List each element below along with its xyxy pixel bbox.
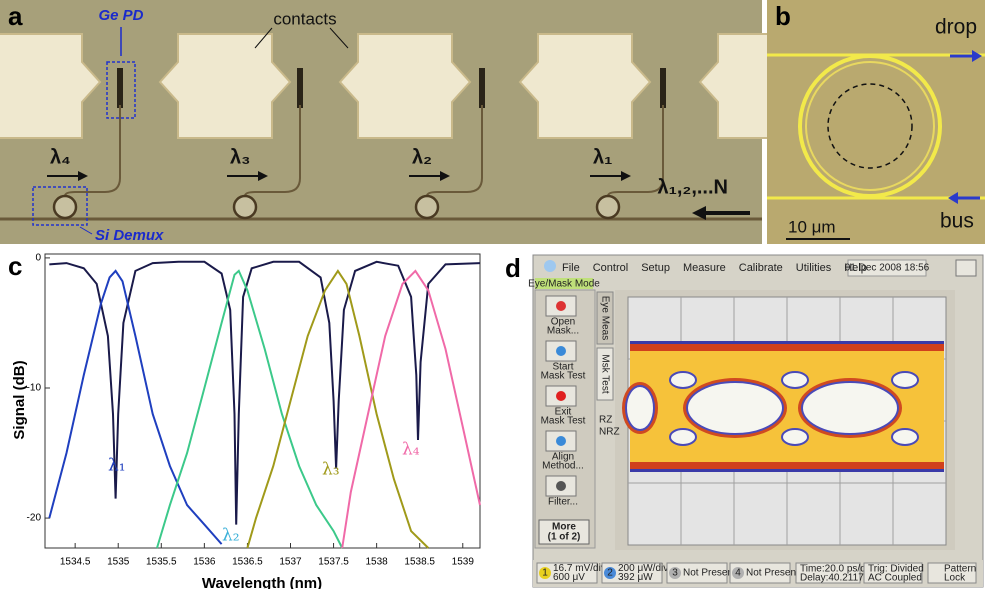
eye-sub-opening: [892, 372, 918, 388]
x-tick-label: 1537: [279, 557, 302, 568]
button-label[interactable]: Mask...: [547, 326, 579, 337]
x-tick-label: 1535: [107, 557, 130, 568]
channel-text: Not Present: [683, 568, 736, 579]
x-tick-label: 1539: [452, 557, 475, 568]
format-label[interactable]: NRZ: [599, 427, 620, 438]
status-text: Lock: [944, 573, 966, 584]
si-demux-label: Si Demux: [95, 227, 164, 244]
button-icon: [556, 346, 566, 356]
channel-number: 4: [735, 568, 741, 579]
figure: λ₄ λ₃ λ₂ λ₁ a Ge PD contacts λ₁,₂,...N Si D…: [0, 0, 985, 589]
y-axis-label: Signal (dB): [11, 360, 28, 439]
wavelength-label: λ₄: [50, 146, 71, 168]
logo: [544, 260, 556, 272]
ring-resonator: [234, 196, 256, 218]
panel-label: c: [8, 251, 22, 281]
button-icon: [556, 391, 566, 401]
curve-label: λ₂: [222, 526, 240, 546]
ring-resonator: [597, 196, 619, 218]
eye-sub-opening: [892, 429, 918, 445]
panel-label: d: [505, 253, 521, 283]
tab-label[interactable]: Msk Test: [599, 354, 610, 393]
panel-label: b: [775, 1, 791, 31]
eye-sub-opening: [670, 429, 696, 445]
minimize-button[interactable]: [956, 260, 976, 276]
contact-pad: [160, 34, 290, 138]
button-icon: [556, 436, 566, 446]
curve-label: λ₁: [108, 456, 126, 476]
y-tick-label: -20: [27, 513, 42, 524]
x-tick-label: 1534.5: [60, 557, 91, 568]
bus-label: bus: [940, 210, 974, 233]
eye-sub-opening: [782, 429, 808, 445]
x-tick-label: 1538.5: [404, 557, 435, 568]
channel-number: 3: [672, 568, 678, 579]
drop-label: drop: [935, 16, 977, 39]
y-tick-label: -10: [27, 383, 42, 394]
button-icon: [556, 301, 566, 311]
x-tick-label: 1537.5: [318, 557, 349, 568]
ge-detector: [117, 68, 123, 108]
eye-opening: [626, 386, 654, 430]
ge-detector: [660, 68, 666, 108]
menu-item[interactable]: Calibrate: [739, 262, 783, 274]
more-label[interactable]: (1 of 2): [548, 532, 581, 543]
ge-detector: [479, 68, 485, 108]
ge-pd-label: Ge PD: [98, 7, 143, 24]
x-tick-label: 1535.5: [146, 557, 177, 568]
scale-label: 10 μm: [788, 217, 836, 236]
menu-item[interactable]: File: [562, 262, 580, 274]
button-label[interactable]: Filter...: [548, 497, 578, 508]
menu-item[interactable]: Help: [844, 262, 867, 274]
format-label[interactable]: RZ: [599, 415, 612, 426]
channel-text: Not Present: [746, 568, 799, 579]
tab-label[interactable]: Eye Meas: [599, 296, 610, 340]
panel-a: λ₄ λ₃ λ₂ λ₁ a Ge PD contacts λ₁,₂,...N Si D…: [0, 0, 830, 244]
eye-edge: [630, 462, 944, 470]
panel-label: a: [8, 1, 23, 31]
channel-text: 392 μW: [618, 572, 653, 583]
button-icon: [556, 481, 566, 491]
curve-label: λ₃: [322, 460, 340, 480]
plot-area: [45, 254, 480, 548]
ring-resonator: [54, 196, 76, 218]
eye-edge: [630, 469, 944, 472]
eye-edge: [630, 343, 944, 351]
contact-pad: [520, 34, 650, 138]
mode: Eye/Mask Mode: [528, 279, 600, 290]
panel-b: b drop bus 10 μm: [767, 0, 985, 244]
menu-item[interactable]: Setup: [641, 262, 670, 274]
channel-number: 1: [542, 568, 548, 579]
x-tick-label: 1536.5: [232, 557, 263, 568]
ring-resonator: [416, 196, 438, 218]
y-tick-label: 0: [35, 253, 41, 264]
eye-opening: [802, 382, 898, 434]
button-label[interactable]: Mask Test: [541, 416, 586, 427]
contact-pad: [340, 34, 470, 138]
wavelength-label: λ₁: [593, 146, 612, 168]
x-axis-label: Wavelength (nm): [202, 575, 322, 589]
status-text: AC Coupled: [868, 573, 922, 584]
eye-sub-opening: [782, 372, 808, 388]
x-tick-label: 1536: [193, 557, 216, 568]
eye-edge: [630, 341, 944, 344]
eye-sub-opening: [670, 372, 696, 388]
menu-item[interactable]: Control: [593, 262, 628, 274]
wavelength-label: λ₃: [230, 146, 250, 168]
eye-opening: [687, 382, 783, 434]
wavelength-label: λ₂: [412, 146, 432, 168]
channel-number: 2: [607, 568, 613, 579]
panel-c: c Signal (dB) Wavelength (nm) 1534.5 1535…: [8, 251, 480, 589]
ge-detector: [297, 68, 303, 108]
menu-item[interactable]: Measure: [683, 262, 726, 274]
channel-text: 600 μV: [553, 572, 585, 583]
button-label[interactable]: Mask Test: [541, 371, 586, 382]
bus-label: λ₁,₂,...N: [657, 176, 728, 198]
curve-label: λ₄: [402, 440, 420, 460]
button-label[interactable]: Method...: [542, 461, 584, 472]
contacts-label: contacts: [273, 9, 336, 28]
menu-item[interactable]: Utilities: [796, 262, 832, 274]
x-tick-label: 1538: [366, 557, 389, 568]
